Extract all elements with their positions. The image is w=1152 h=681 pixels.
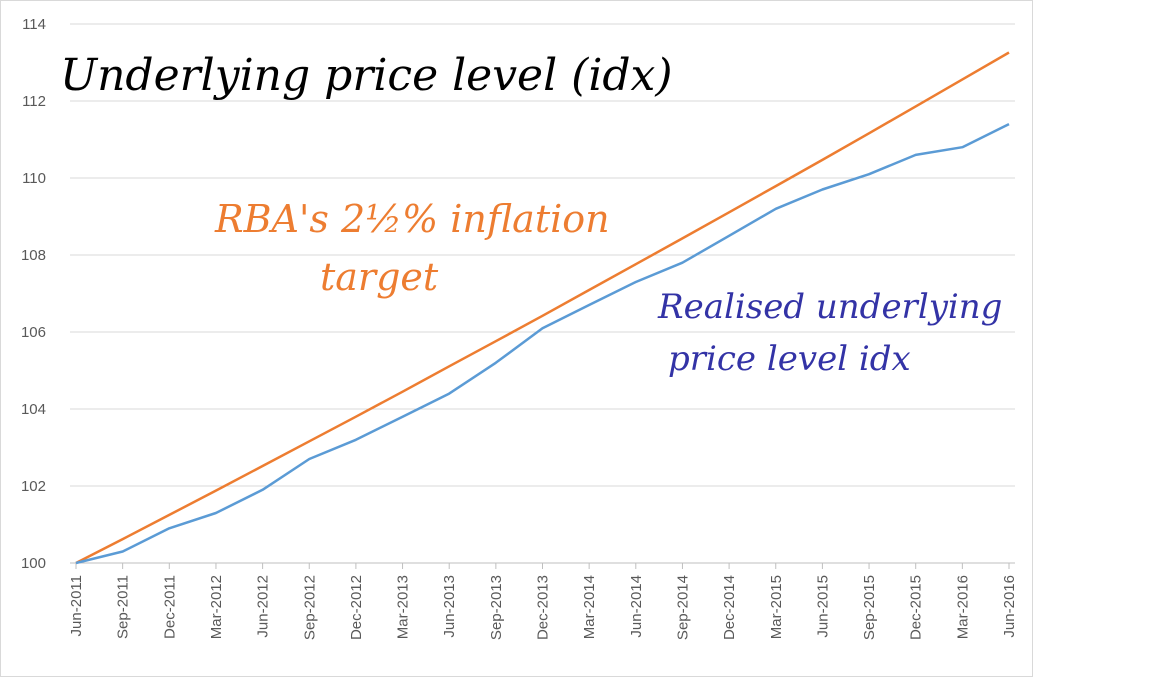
chart-border [0, 0, 1033, 677]
x-tick-label: Dec-2014 [721, 575, 738, 640]
x-tick-label: Dec-2011 [161, 575, 178, 639]
x-axis-ticks: Jun-2011 Sep-2011 Dec-2011 Mar-2012 Jun-2012… [68, 563, 1018, 640]
x-tick-label: Jun-2012 [255, 575, 272, 638]
x-tick-label: Dec-2015 [908, 575, 925, 640]
x-tick-label: Mar-2013 [395, 575, 412, 639]
series-lines [75, 51, 1010, 565]
x-tick-label: Mar-2014 [581, 575, 598, 639]
x-tick-label: Jun-2014 [628, 575, 645, 638]
x-tick-label: Jun-2016 [1001, 575, 1018, 638]
annotation-realised-line2: price level idx [668, 339, 911, 379]
y-tick-label: 106 [21, 324, 46, 341]
chart-title: Underlying price level (idx) [60, 50, 673, 101]
x-tick-label: Dec-2013 [535, 575, 552, 640]
x-tick-label: Jun-2011 [68, 575, 85, 636]
series-line-realised [75, 122, 1010, 565]
y-tick-label: 108 [21, 247, 46, 264]
y-tick-label: 100 [21, 555, 46, 572]
x-tick-label: Mar-2016 [954, 575, 971, 639]
x-tick-label: Jun-2013 [441, 575, 458, 638]
annotation-target-line1: RBA's 2½% inflation [214, 197, 610, 241]
x-tick-label: Sep-2011 [115, 575, 132, 639]
y-tick-label: 110 [22, 170, 46, 187]
x-tick-label: Jun-2015 [814, 575, 831, 638]
x-tick-label: Sep-2015 [861, 575, 878, 640]
y-tick-label: 114 [22, 16, 46, 33]
annotation-realised-line1: Realised underlying [657, 287, 1002, 327]
y-tick-label: 104 [21, 401, 46, 418]
x-tick-label: Sep-2012 [301, 575, 318, 640]
x-tick-label: Mar-2015 [768, 575, 785, 639]
x-tick-label: Sep-2014 [674, 575, 691, 640]
x-tick-label: Mar-2012 [208, 575, 225, 639]
x-tick-label: Sep-2013 [488, 575, 505, 640]
x-tick-label: Dec-2012 [348, 575, 365, 640]
y-tick-label: 112 [22, 93, 46, 110]
annotation-target-line2: target [320, 255, 439, 299]
y-tick-label: 102 [21, 478, 46, 495]
y-axis-ticks: 100 102 104 106 108 110 112 114 [21, 16, 46, 572]
series-line-target [75, 51, 1010, 565]
